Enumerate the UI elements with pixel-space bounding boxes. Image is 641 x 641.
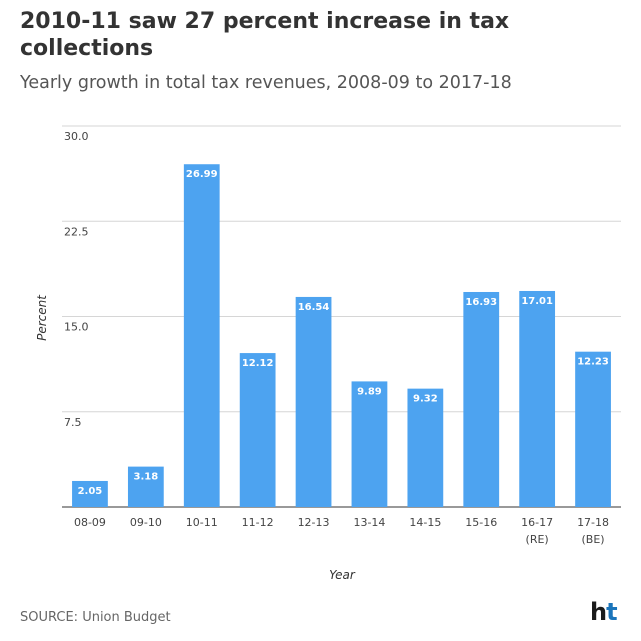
bar — [351, 381, 388, 507]
x-axis-title: Year — [329, 568, 356, 582]
bar-value-label: 12.23 — [577, 357, 609, 368]
bar — [407, 388, 444, 507]
value-labels: 2.05 3.18 26.99 12.12 16.54 9.89 9.32 16.93 17.0… — [78, 169, 609, 497]
y-tick-label: 30.0 — [64, 130, 89, 143]
bar-value-label: 3.18 — [134, 472, 159, 483]
bar — [463, 291, 500, 507]
x-tick-label: 15-16 — [465, 516, 497, 529]
x-tick-label: 09-10 — [130, 516, 162, 529]
logo-t: t — [606, 598, 618, 626]
x-tick-label: (BE) — [582, 533, 605, 546]
x-tick-label: 16-17 — [521, 516, 553, 529]
bar-value-label: 26.99 — [186, 169, 218, 180]
x-tick-label: 13-14 — [353, 516, 385, 529]
bar — [239, 353, 276, 507]
bar — [519, 290, 556, 507]
bar — [183, 164, 220, 508]
y-tick-label: 15.0 — [64, 321, 89, 334]
x-tick-label: (RE) — [526, 533, 549, 546]
bar — [127, 466, 164, 507]
x-tick-labels: 08-09 09-10 10-11 11-12 12-13 13-14 14-15 15-16… — [74, 516, 609, 546]
x-tick-label: 12-13 — [298, 516, 330, 529]
chart-title: 2010-11 saw 27 percent increase in tax c… — [20, 9, 510, 61]
bar-value-label: 12.12 — [242, 358, 274, 369]
logo-h: h — [590, 598, 607, 626]
x-tick-label: 10-11 — [186, 516, 218, 529]
chart-subtitle: Yearly growth in total tax revenues, 200… — [20, 73, 512, 93]
x-tick-label: 17-18 — [577, 516, 609, 529]
bar-value-label: 2.05 — [78, 486, 103, 497]
x-tick-label: 14-15 — [409, 516, 441, 529]
bar-chart: 2.05 3.18 26.99 12.12 16.54 9.89 9.32 16.93 17.0… — [35, 125, 621, 582]
bar-value-label: 9.89 — [357, 386, 382, 397]
bar-value-label: 17.01 — [521, 296, 553, 307]
bar — [295, 296, 332, 507]
y-axis-title: Percent — [35, 294, 49, 341]
bar-value-label: 9.32 — [413, 394, 438, 405]
source-note: SOURCE: Union Budget — [20, 610, 171, 625]
y-tick-label: 22.5 — [64, 225, 89, 238]
ht-logo: ht — [590, 598, 618, 626]
bar — [72, 480, 108, 507]
bar — [575, 351, 611, 507]
bar-value-label: 16.93 — [465, 297, 497, 308]
bar-value-label: 16.54 — [298, 302, 330, 313]
y-tick-label: 7.5 — [64, 416, 82, 429]
bars — [72, 164, 611, 508]
x-tick-label: 11-12 — [242, 516, 274, 529]
x-tick-label: 08-09 — [74, 516, 106, 529]
y-tick-labels: 30.0 22.5 15.0 7.5 — [64, 130, 89, 429]
